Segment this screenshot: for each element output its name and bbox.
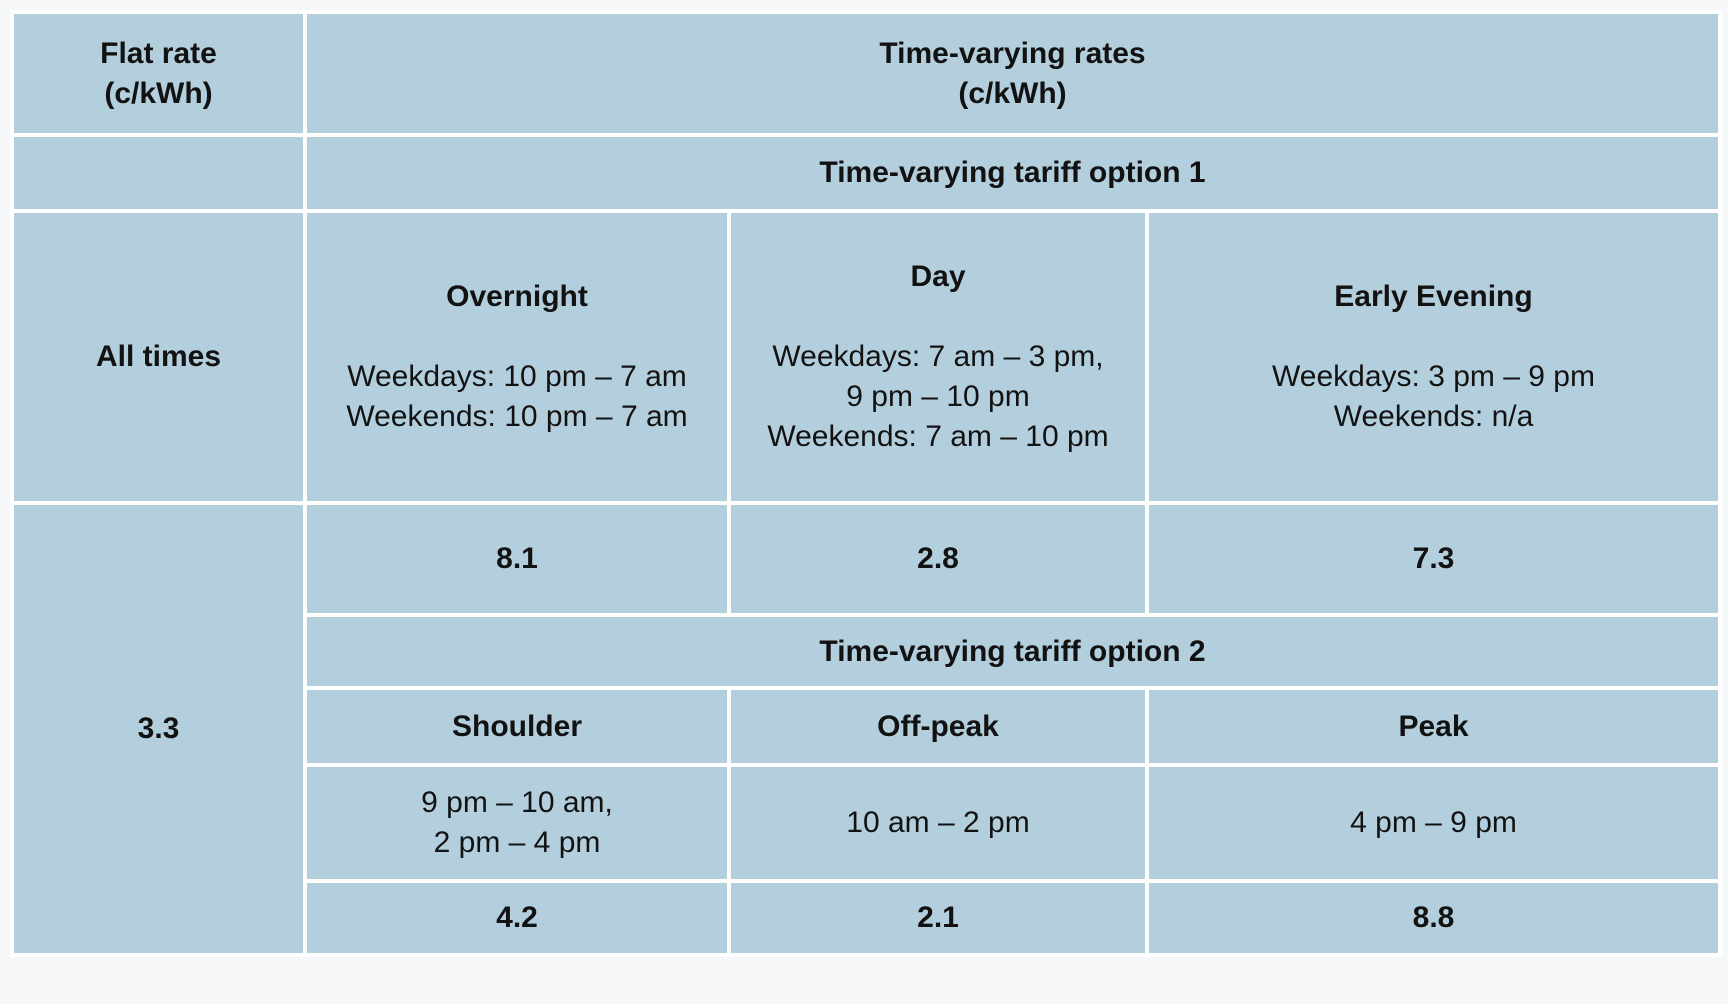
early-evening-period-name: Early Evening (1334, 280, 1533, 313)
option2-title-row: Time-varying tariff option 2 (12, 613, 1722, 690)
early-evening-period-schedule: Weekdays: 3 pm – 9 pm Weekends: n/a (1272, 360, 1595, 433)
overnight-period-name: Overnight (446, 280, 588, 313)
day-period-schedule: Weekdays: 7 am – 3 pm, 9 pm – 10 pm Week… (767, 340, 1109, 453)
tariff-rates-table: Flat rate (c/kWh) Time-varying rates (c/… (10, 10, 1722, 957)
option2-rates-row: 4.2 2.1 8.8 (12, 879, 1722, 957)
peak-rate-cell: 8.8 (1145, 879, 1722, 957)
peak-period-name-cell: Peak (1145, 686, 1722, 767)
option1-periods-row: All times Overnight Weekdays: 10 pm – 7 … (10, 209, 1722, 505)
flat-rate-header-cell: Flat rate (c/kWh) (10, 10, 307, 137)
off-peak-schedule-cell: 10 am – 2 pm (727, 763, 1149, 883)
shoulder-rate-cell: 4.2 (303, 879, 731, 957)
early-evening-period-cell: Early Evening Weekdays: 3 pm – 9 pm Week… (1145, 209, 1722, 505)
header-row: Flat rate (c/kWh) Time-varying rates (c/… (10, 10, 1722, 137)
empty-cell (10, 133, 307, 213)
day-rate-cell: 2.8 (727, 501, 1149, 617)
overnight-rate-cell: 8.1 (303, 501, 731, 617)
off-peak-period-name-cell: Off-peak (727, 686, 1149, 767)
option2-periods-row: Shoulder Off-peak Peak (12, 686, 1722, 767)
option1-title-row: Time-varying tariff option 1 (10, 133, 1722, 213)
shoulder-period-name-cell: Shoulder (303, 686, 731, 767)
option1-title-cell: Time-varying tariff option 1 (303, 133, 1722, 213)
off-peak-rate-cell: 2.1 (727, 879, 1149, 957)
time-varying-header-cell: Time-varying rates (c/kWh) (303, 10, 1722, 137)
all-times-cell: All times (10, 209, 307, 505)
day-period-name: Day (910, 260, 966, 293)
overnight-period-cell: Overnight Weekdays: 10 pm – 7 am Weekend… (303, 209, 731, 505)
day-period-cell: Day Weekdays: 7 am – 3 pm, 9 pm – 10 pm … (727, 209, 1149, 505)
option2-times-row: 9 pm – 10 am, 2 pm – 4 pm 10 am – 2 pm 4… (12, 763, 1722, 883)
flat-rate-value-cell: 3.3 (10, 501, 307, 957)
peak-schedule-cell: 4 pm – 9 pm (1145, 763, 1722, 883)
overnight-period-schedule: Weekdays: 10 pm – 7 am Weekends: 10 pm –… (346, 360, 688, 433)
option2-title-cell: Time-varying tariff option 2 (303, 613, 1722, 690)
early-evening-rate-cell: 7.3 (1145, 501, 1722, 617)
shoulder-schedule-cell: 9 pm – 10 am, 2 pm – 4 pm (303, 763, 731, 883)
option1-rates-row: 3.3 8.1 2.8 7.3 (10, 501, 1722, 957)
